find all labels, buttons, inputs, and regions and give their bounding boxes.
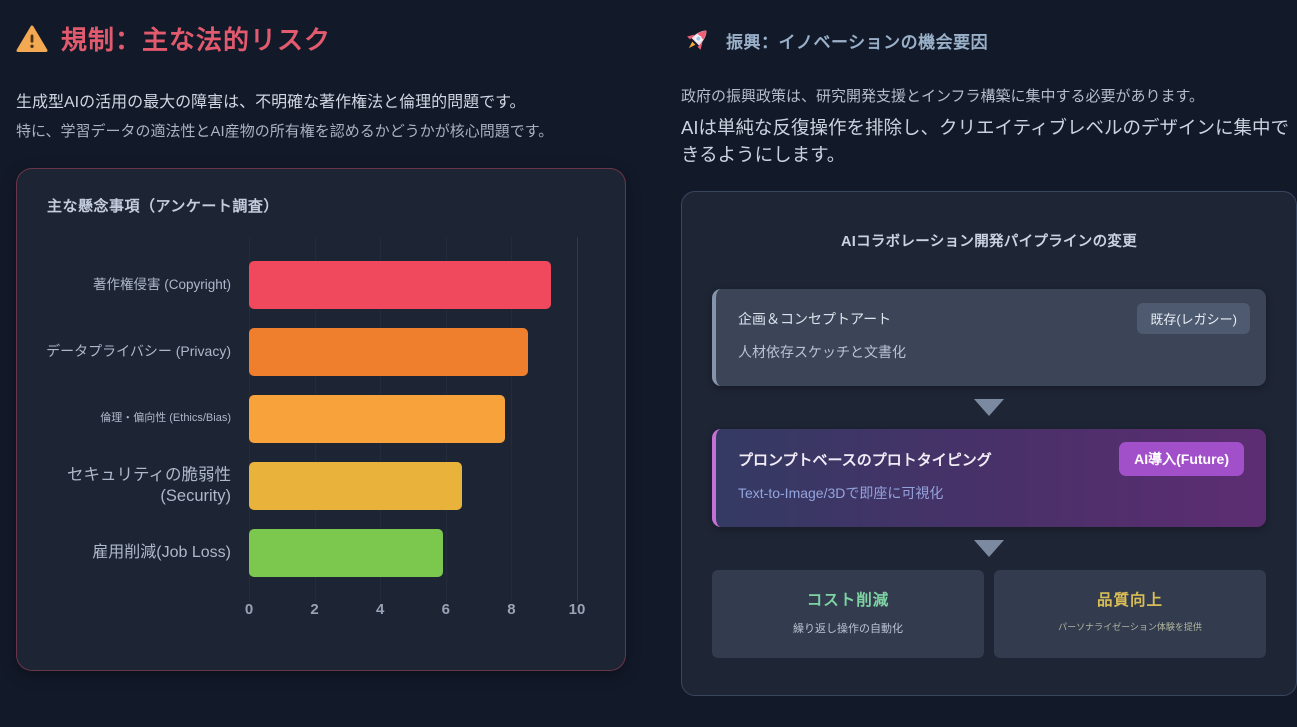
outcome-cost: コスト削減 繰り返し操作の自動化	[712, 570, 984, 658]
right-intro-paragraph: 政府の振興政策は、研究開発支援とインフラ構築に集中する必要があります。 AIは単…	[681, 86, 1297, 169]
bar-label-privacy: データプライバシー (Privacy)	[46, 343, 231, 360]
outcome-subtitle: 繰り返し操作の自動化	[793, 623, 903, 635]
pipeline-card: AIコラボレーション開発パイプラインの変更 企画＆コンセプトアート 人材依存スケ…	[681, 191, 1297, 696]
outcomes-row: コスト削減 繰り返し操作の自動化 品質向上 パーソナライゼーション体験を提供	[712, 570, 1266, 658]
x-tick: 8	[507, 600, 516, 618]
chart-row: データプライバシー (Privacy)	[37, 319, 605, 386]
stage-subtitle: 人材依存スケッチと文書化	[738, 344, 906, 360]
chart-row: 雇用削減(Job Loss)	[37, 520, 605, 587]
bar-label-copyright: 著作権侵害 (Copyright)	[92, 276, 231, 292]
bar-label-ethics: 倫理・偏向性 (Ethics/Bias)	[100, 412, 231, 425]
stage-title: プロンプトベースのプロトタイピング	[738, 452, 992, 469]
stage-subtitle: Text-to-Image/3Dで即座に可視化	[738, 485, 944, 501]
rocket-icon	[681, 24, 713, 56]
pipeline-stage-legacy: 企画＆コンセプトアート 人材依存スケッチと文書化 既存(レガシー)	[712, 289, 1266, 386]
x-tick: 4	[376, 600, 385, 618]
chart-row: セキュリティの脆弱性 (Security)	[37, 453, 605, 520]
pipeline-stage-future: プロンプトベースのプロトタイピング Text-to-Image/3Dで即座に可視…	[712, 429, 1266, 527]
concerns-chart-card: 主な懸念事項（アンケート調査） 著作権侵害 (Copyright) データプライ…	[16, 167, 626, 671]
left-intro-primary: 生成型AIの活用の最大の障害は、不明確な著作権法と倫理的問題です。	[16, 94, 526, 111]
bar-label-security: セキュリティの脆弱性 (Security)	[66, 466, 231, 506]
x-tick: 10	[568, 600, 586, 618]
arrow-down-icon	[974, 540, 1004, 557]
stage-title: 企画＆コンセプトアート	[738, 311, 892, 327]
right-column: 振興：イノベーションの機会要因 政府の振興政策は、研究開発支援とインフラ構築に集…	[681, 14, 1297, 696]
legacy-badge: 既存(レガシー)	[1137, 303, 1250, 334]
left-heading-row: 規制：主な法的リスク	[16, 14, 656, 57]
arrow-down-icon	[974, 399, 1004, 416]
bar-security	[249, 462, 463, 511]
left-intro-paragraph: 生成型AIの活用の最大の障害は、不明確な著作権法と倫理的問題です。 特に、学習デ…	[16, 90, 641, 144]
x-tick: 2	[310, 600, 319, 618]
x-tick: 0	[244, 600, 254, 618]
chart-row: 倫理・偏向性 (Ethics/Bias)	[37, 386, 605, 453]
bar-ethics	[249, 395, 505, 444]
right-intro-primary: 政府の振興政策は、研究開発支援とインフラ構築に集中する必要があります。	[681, 88, 1205, 105]
bar-copyright	[249, 261, 551, 310]
chart-row: 著作権侵害 (Copyright)	[37, 252, 605, 319]
warning-triangle-icon	[16, 24, 48, 54]
x-tick: 6	[441, 600, 450, 618]
outcome-title: コスト削減	[806, 592, 890, 609]
bar-chart: 著作権侵害 (Copyright) データプライバシー (Privacy) 倫理…	[37, 236, 605, 627]
bar-label-jobloss: 雇用削減(Job Loss)	[92, 544, 231, 562]
outcome-title: 品質向上	[1096, 592, 1163, 609]
pipeline-title: AIコラボレーション開発パイプラインの変更	[840, 234, 1137, 250]
future-badge: AI導入(Future)	[1119, 442, 1244, 476]
right-intro-secondary: AIは単純な反復操作を排除し、クリエイティブレベルのデザインに集中できるようにし…	[681, 116, 1290, 166]
left-heading: 規制：主な法的リスク	[61, 25, 332, 55]
outcome-quality: 品質向上 パーソナライゼーション体験を提供	[994, 570, 1266, 658]
chart-title: 主な懸念事項（アンケート調査）	[47, 197, 279, 215]
right-heading: 振興：イノベーションの機会要因	[726, 32, 989, 52]
bar-jobloss	[249, 529, 443, 578]
left-intro-secondary: 特に、学習データの適法性とAI産物の所有権を認めるかどうかが核心問題です。	[16, 122, 554, 140]
left-column: 規制：主な法的リスク 生成型AIの活用の最大の障害は、不明確な著作権法と倫理的問…	[16, 14, 656, 671]
bar-privacy	[249, 328, 528, 377]
right-heading-row: 振興：イノベーションの機会要因	[681, 14, 1297, 56]
x-axis: 0 2 4 6 8 10	[245, 593, 586, 627]
outcome-subtitle: パーソナライゼーション体験を提供	[1058, 622, 1202, 632]
